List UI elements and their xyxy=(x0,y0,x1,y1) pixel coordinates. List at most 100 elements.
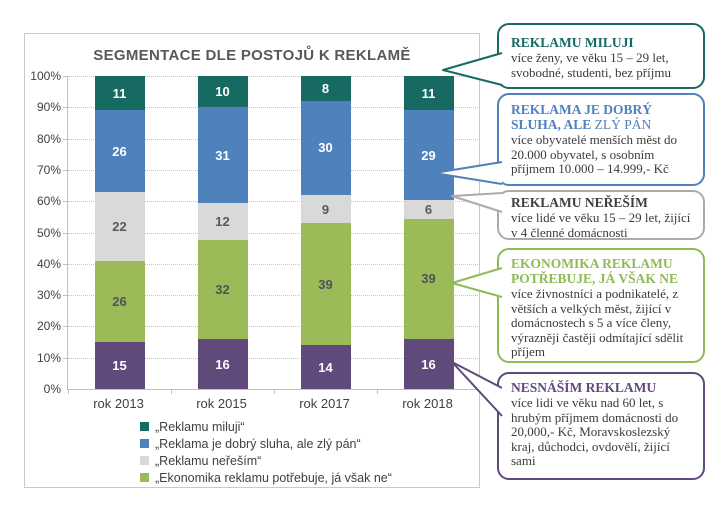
callout-title: EKONOMIKA REKLAMU POTŘEBUJE, JÁ VŠAK NE xyxy=(511,256,679,286)
bar-value-label: 39 xyxy=(421,271,436,287)
legend-swatch xyxy=(140,422,149,431)
bar-segment: 12 xyxy=(197,203,248,241)
bar-slot-rok-2018: 11 29 6 39 16 xyxy=(377,76,480,389)
callout-title: REKLAMU MILUJI xyxy=(511,35,634,50)
y-tick-label: 60% xyxy=(36,194,61,209)
y-tick-label: 90% xyxy=(36,100,61,115)
bar-value-label: 39 xyxy=(318,276,333,292)
gridline xyxy=(63,232,480,234)
y-tick-label: 40% xyxy=(36,256,61,271)
bar-value-label: 29 xyxy=(421,147,436,163)
y-tick-label: 0% xyxy=(43,382,61,396)
x-tick xyxy=(377,390,378,394)
legend-label: „Reklamu neřeším“ xyxy=(155,453,262,468)
bar-segment: 30 xyxy=(300,101,351,195)
callout-reklamu-neresim: REKLAMU NEŘEŠÍM více lidé ve věku 15 – 2… xyxy=(497,190,705,240)
gridline xyxy=(63,263,480,265)
gridline xyxy=(63,295,480,297)
x-category-label: rok 2013 xyxy=(93,396,144,411)
bars-container: 11 26 22 26 15 10 31 12 32 16 8 30 9 39 14 11 29 6 39 16 xyxy=(68,76,480,389)
callout-body: více živnostníci a podnikatelé, z většíc… xyxy=(511,286,684,360)
callout-title: REKLAMA JE DOBRÝ SLUHA, ALE ZLÝ PÁN xyxy=(511,102,653,132)
bar-value-label: 26 xyxy=(112,293,127,309)
bar-value-label: 10 xyxy=(215,83,230,99)
legend-label: „Reklamu miluji“ xyxy=(155,419,245,434)
bar-value-label: 14 xyxy=(318,359,333,375)
callout-ekonomika-potrebuje: EKONOMIKA REKLAMU POTŘEBUJE, JÁ VŠAK NE … xyxy=(497,248,705,363)
gridline xyxy=(63,357,480,359)
stacked-bar: 11 26 22 26 15 xyxy=(94,76,145,389)
legend-swatch xyxy=(140,439,149,448)
callout-title: REKLAMU NEŘEŠÍM xyxy=(511,195,648,210)
x-tick xyxy=(480,390,481,394)
bar-value-label: 12 xyxy=(215,214,230,230)
bar-segment: 22 xyxy=(94,191,145,261)
bar-value-label: 16 xyxy=(421,356,436,372)
stacked-bar: 11 29 6 39 16 xyxy=(403,76,454,389)
legend-item: „Reklamu miluji“ xyxy=(140,418,392,435)
legend-swatch xyxy=(140,456,149,465)
bar-segment: 15 xyxy=(94,342,145,389)
bar-value-label: 26 xyxy=(112,143,127,159)
bar-segment: 14 xyxy=(300,345,351,389)
chart-title: SEGMENTACE DLE POSTOJŮ K REKLAMĚ xyxy=(93,47,411,64)
bar-segment: 26 xyxy=(94,260,145,343)
y-tick-label: 10% xyxy=(36,350,61,365)
bar-segment: 29 xyxy=(403,110,454,200)
stacked-bar: 8 30 9 39 14 xyxy=(300,76,351,389)
plot-area: 11 26 22 26 15 10 31 12 32 16 8 30 9 39 14 11 29 6 39 16 xyxy=(63,76,481,394)
gridline xyxy=(63,138,480,140)
bar-value-label: 6 xyxy=(424,201,433,217)
x-axis-labels: rok 2013 rok 2015 rok 2017 rok 2018 xyxy=(67,396,479,411)
bar-value-label: 15 xyxy=(112,358,127,373)
y-tick-label: 80% xyxy=(36,131,61,146)
stacked-bar: 10 31 12 32 16 xyxy=(197,76,248,389)
bar-value-label: 11 xyxy=(112,85,127,101)
x-tick xyxy=(274,390,275,394)
y-tick-label: 20% xyxy=(36,319,61,334)
bar-segment: 11 xyxy=(94,76,145,111)
chart-legend: „Reklamu miluji“ „Reklama je dobrý sluha,… xyxy=(140,418,392,486)
y-tick-label: 70% xyxy=(36,162,61,177)
callout-body: více obyvatelé menších měst do 20.000 ob… xyxy=(511,132,678,177)
x-tick xyxy=(68,390,69,394)
callout-title: NESNÁŠÍM REKLAMU xyxy=(511,380,657,395)
gridline xyxy=(63,76,480,77)
bar-segment: 39 xyxy=(300,223,351,346)
legend-item: „Reklamu neřeším“ xyxy=(140,452,392,469)
bar-value-label: 31 xyxy=(215,147,230,163)
x-tick xyxy=(171,390,172,394)
chart-panel: SEGMENTACE DLE POSTOJŮ K REKLAMĚ 10 0% 90%… xyxy=(24,33,481,488)
bar-segment: 16 xyxy=(197,339,248,389)
bar-segment: 8 xyxy=(300,76,351,102)
x-category-label: rok 2015 xyxy=(196,396,247,411)
bar-segment: 26 xyxy=(94,110,145,192)
bar-segment: 39 xyxy=(403,218,454,340)
bar-segment: 11 xyxy=(403,76,454,111)
bar-value-label: 9 xyxy=(321,201,330,217)
bar-segment: 6 xyxy=(403,199,454,219)
gridline xyxy=(63,107,480,109)
legend-label: „Ekonomika reklamu potřebuje, já však ne… xyxy=(155,470,392,485)
legend-item: „Ekonomika reklamu potřebuje, já však ne… xyxy=(140,469,392,486)
bar-segment: 31 xyxy=(197,106,248,204)
bar-segment: 32 xyxy=(197,240,248,340)
x-category-label: rok 2017 xyxy=(299,396,350,411)
gridline xyxy=(63,169,480,171)
legend-label: „Reklama je dobrý sluha, ale zlý pán“ xyxy=(155,436,361,451)
bar-segment: 9 xyxy=(300,194,351,224)
gridline xyxy=(63,201,480,203)
y-tick-label: 50% xyxy=(36,225,61,240)
bar-slot-rok-2013: 11 26 22 26 15 xyxy=(68,76,171,389)
bar-value-label: 16 xyxy=(215,356,230,372)
callout-body: více lidi ve věku nad 60 let, s hrubým p… xyxy=(511,395,679,469)
gridline xyxy=(63,326,480,328)
bar-value-label: 32 xyxy=(215,282,230,298)
bar-slot-rok-2015: 10 31 12 32 16 xyxy=(171,76,274,389)
legend-swatch xyxy=(140,473,149,482)
callout-reklamu-miluji: REKLAMU MILUJI více ženy, ve věku 15 – 2… xyxy=(497,23,705,89)
legend-item: „Reklama je dobrý sluha, ale zlý pán“ xyxy=(140,435,392,452)
bar-value-label: 30 xyxy=(318,140,333,156)
bar-slot-rok-2017: 8 30 9 39 14 xyxy=(274,76,377,389)
callout-body: více ženy, ve věku 15 – 29 let, svobodné… xyxy=(511,50,671,80)
